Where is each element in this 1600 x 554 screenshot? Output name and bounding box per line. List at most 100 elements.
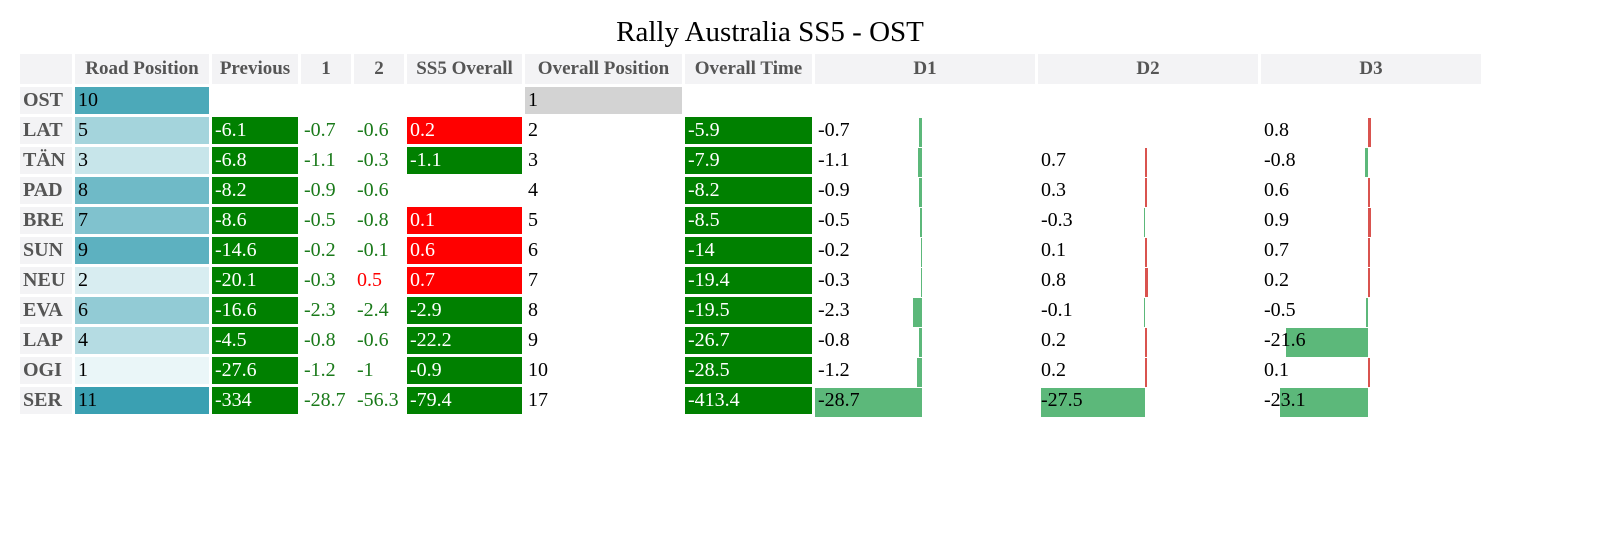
road-position-cell: 8 [75,177,212,207]
split-2-cell: -0.1 [354,237,407,267]
split-2-cell: -0.6 [354,117,407,147]
d3-value: 0.7 [1264,239,1289,261]
split-1-cell: -0.2 [301,237,354,267]
header-row: Road Position Previous 1 2 SS5 Overall O… [20,54,1484,87]
driver-cell: SER [20,387,75,417]
header-d1: D1 [815,54,1038,87]
d3-bar [1368,118,1371,147]
split-1-cell: -0.5 [301,207,354,237]
overall-time-cell [685,87,815,117]
d2-cell: -0.1 [1038,297,1261,327]
d3-value: -23.1 [1264,389,1306,411]
split-1-cell: -0.3 [301,267,354,297]
overall-position-cell: 5 [525,207,685,237]
d3-value: -0.5 [1264,299,1296,321]
table-row: OGI 1 -27.6 -1.2 -1 -0.9 10 -28.5 -1.2 0.2 0.1 [20,357,1484,387]
d1-bar [920,208,922,237]
previous-cell: -334 [212,387,301,417]
split-2-cell: -0.6 [354,327,407,357]
d1-value: -0.3 [818,269,850,291]
d3-cell: -0.5 [1261,297,1484,327]
d2-bar [1143,208,1145,237]
overall-time-cell: -8.5 [685,207,815,237]
d2-cell: 0.3 [1038,177,1261,207]
previous-cell: -8.6 [212,207,301,237]
d3-value: 0.1 [1264,359,1289,381]
d2-cell: 0.7 [1038,147,1261,177]
overall-position-cell: 2 [525,117,685,147]
d3-bar [1368,268,1370,297]
d3-value: 0.2 [1264,269,1289,291]
header-d3: D3 [1261,54,1484,87]
d1-bar [918,178,922,207]
split-1-cell: -28.7 [301,387,354,417]
d2-cell [1038,87,1261,117]
split-2-cell: -1 [354,357,407,387]
header-split-1: 1 [301,54,354,87]
d2-bar [1145,148,1148,177]
d3-value: 0.9 [1264,209,1289,231]
d1-cell [815,87,1038,117]
ss5-overall-cell: -1.1 [407,147,525,177]
d1-bar [918,328,922,357]
split-1-cell: -2.3 [301,297,354,327]
d3-cell: 0.8 [1261,117,1484,147]
table-row: BRE 7 -8.6 -0.5 -0.8 0.1 5 -8.5 -0.5 -0.3 0.9 [20,207,1484,237]
d3-cell [1261,87,1484,117]
table-body: OST 10 1 LAT 5 -6.1 -0.7 -0.6 0.2 2 -5.9 -0.7 0.8 TÄN… [20,87,1484,417]
d3-bar [1368,358,1370,387]
ss5-overall-cell: 0.7 [407,267,525,297]
d3-cell: -21.6 [1261,327,1484,357]
overall-position-cell: 4 [525,177,685,207]
table-row: OST 10 1 [20,87,1484,117]
split-2-cell: -0.8 [354,207,407,237]
page-title: Rally Australia SS5 - OST [616,16,924,48]
driver-cell: LAT [20,117,75,147]
road-position-cell: 1 [75,357,212,387]
overall-position-cell: 1 [525,87,685,117]
driver-cell: BRE [20,207,75,237]
overall-time-cell: -5.9 [685,117,815,147]
overall-time-cell: -19.5 [685,297,815,327]
previous-cell: -4.5 [212,327,301,357]
d2-value: 0.2 [1041,359,1066,381]
d1-value: -0.2 [818,239,850,261]
d3-bar [1280,388,1368,417]
split-1-cell: -0.7 [301,117,354,147]
road-position-cell: 11 [75,387,212,417]
d1-cell: -1.1 [815,147,1038,177]
driver-cell: PAD [20,177,75,207]
d3-value: -0.8 [1264,149,1296,171]
d2-value: 0.8 [1041,269,1066,291]
d2-value: -0.1 [1041,299,1073,321]
table-row: LAT 5 -6.1 -0.7 -0.6 0.2 2 -5.9 -0.7 0.8 [20,117,1484,147]
overall-time-cell: -14 [685,237,815,267]
d2-value: 0.1 [1041,239,1066,261]
d2-bar [1145,238,1147,267]
road-position-cell: 3 [75,147,212,177]
d2-bar [1145,328,1147,357]
overall-time-cell: -413.4 [685,387,815,417]
driver-cell: TÄN [20,147,75,177]
previous-cell: -20.1 [212,267,301,297]
table-row: EVA 6 -16.6 -2.3 -2.4 -2.9 8 -19.5 -2.3 -0.1 -0.5 [20,297,1484,327]
ss5-overall-cell [407,177,525,207]
d1-value: -0.5 [818,209,850,231]
d3-value: 0.8 [1264,119,1289,141]
d2-cell: 0.1 [1038,237,1261,267]
road-position-cell: 9 [75,237,212,267]
table-row: LAP 4 -4.5 -0.8 -0.6 -22.2 9 -26.7 -0.8 0.2 -21.6 [20,327,1484,357]
split-2-cell: 0.5 [354,267,407,297]
d2-cell: -27.5 [1038,387,1261,417]
d1-bar [815,388,922,417]
split-1-cell: -0.9 [301,177,354,207]
road-position-cell: 6 [75,297,212,327]
overall-time-cell: -8.2 [685,177,815,207]
d2-bar [1145,358,1147,387]
header-previous: Previous [212,54,301,87]
d3-bar [1368,238,1371,267]
driver-cell: EVA [20,297,75,327]
d2-value: 0.2 [1041,329,1066,351]
d2-cell: -0.3 [1038,207,1261,237]
table-row: SUN 9 -14.6 -0.2 -0.1 0.6 6 -14 -0.2 0.1 0.7 [20,237,1484,267]
